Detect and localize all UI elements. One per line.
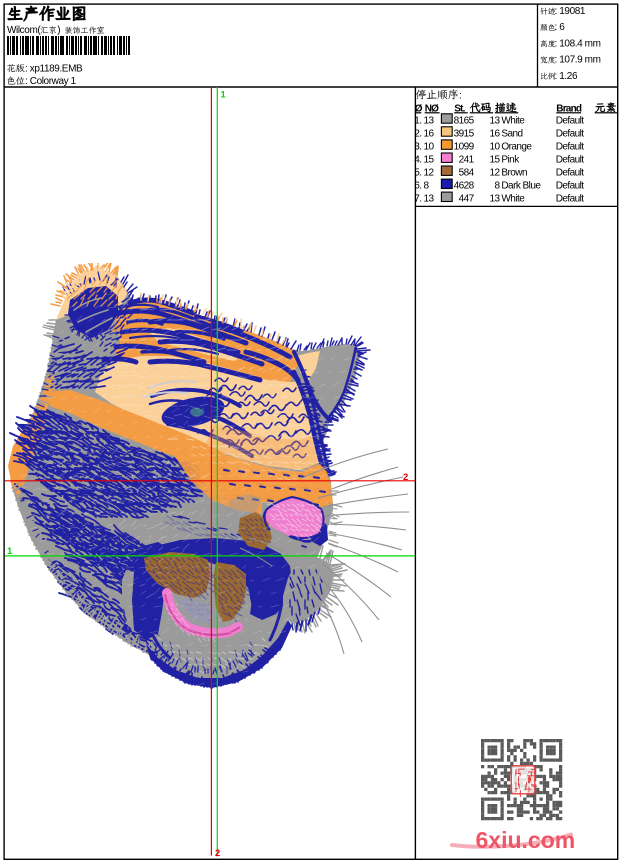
svg-text:7.: 7. xyxy=(414,194,421,205)
svg-text:Default: Default xyxy=(556,181,585,192)
svg-text:NØ: NØ xyxy=(425,103,439,114)
svg-text:2: 2 xyxy=(403,472,408,483)
svg-text:St.: St. xyxy=(454,103,465,114)
svg-text:6xiu.com: 6xiu.com xyxy=(476,827,576,853)
svg-text:Ø: Ø xyxy=(415,103,423,114)
svg-text:White: White xyxy=(501,194,525,205)
svg-text:15: 15 xyxy=(489,154,500,165)
svg-text:Default: Default xyxy=(556,141,585,152)
svg-text:Default: Default xyxy=(556,154,585,165)
svg-text:3915: 3915 xyxy=(454,128,475,139)
svg-text:13: 13 xyxy=(489,115,500,126)
svg-text:8: 8 xyxy=(494,181,500,192)
svg-text:6.: 6. xyxy=(414,181,421,192)
svg-text:16: 16 xyxy=(424,128,435,139)
svg-text:1099: 1099 xyxy=(454,141,475,152)
svg-text:16: 16 xyxy=(489,128,500,139)
svg-text:1: 1 xyxy=(221,89,227,100)
svg-text:Brand: Brand xyxy=(556,103,582,114)
svg-text:1.: 1. xyxy=(414,115,421,126)
svg-text:Pink: Pink xyxy=(501,154,520,165)
svg-text:: Colorway 1: : Colorway 1 xyxy=(25,76,77,87)
svg-text:13: 13 xyxy=(489,194,500,205)
svg-text:Orange: Orange xyxy=(501,141,532,152)
svg-text:13: 13 xyxy=(424,115,435,126)
svg-text:584: 584 xyxy=(459,168,475,179)
svg-text:): ) xyxy=(57,25,60,36)
svg-text:: 108.4 mm: : 108.4 mm xyxy=(555,38,601,49)
svg-text:Sand: Sand xyxy=(501,128,522,139)
svg-text:8165: 8165 xyxy=(454,115,475,126)
svg-text:: 19081: : 19081 xyxy=(555,6,586,17)
svg-text:Default: Default xyxy=(556,168,585,179)
svg-text:15: 15 xyxy=(424,154,435,165)
svg-text:10: 10 xyxy=(489,141,500,152)
svg-text:3.: 3. xyxy=(414,141,421,152)
svg-text:: 1.26: : 1.26 xyxy=(555,71,578,82)
svg-text:White: White xyxy=(501,115,525,126)
svg-text:8: 8 xyxy=(424,181,430,192)
svg-text:12: 12 xyxy=(489,168,500,179)
svg-text:Default: Default xyxy=(556,115,585,126)
svg-text:2.: 2. xyxy=(414,128,421,139)
svg-text:13: 13 xyxy=(424,194,435,205)
svg-text:Dark Blue: Dark Blue xyxy=(501,181,541,192)
svg-text:447: 447 xyxy=(459,194,475,205)
svg-text:Wilcom(: Wilcom( xyxy=(7,25,41,36)
svg-text:2: 2 xyxy=(215,848,220,859)
svg-text:4.: 4. xyxy=(414,154,421,165)
svg-text:241: 241 xyxy=(459,154,475,165)
svg-text:Brown: Brown xyxy=(501,168,527,179)
svg-text:: 107.9 mm: : 107.9 mm xyxy=(555,55,601,66)
svg-text::: : xyxy=(459,90,461,101)
svg-text:4628: 4628 xyxy=(454,181,475,192)
svg-text:Default: Default xyxy=(556,128,585,139)
svg-text:10: 10 xyxy=(424,141,435,152)
svg-text:1: 1 xyxy=(7,546,13,557)
svg-text:: xp1189.EMB: : xp1189.EMB xyxy=(25,63,83,74)
svg-text:: 6: : 6 xyxy=(555,22,566,33)
svg-text:Default: Default xyxy=(556,194,585,205)
svg-text:12: 12 xyxy=(424,168,435,179)
svg-text:5.: 5. xyxy=(414,168,421,179)
